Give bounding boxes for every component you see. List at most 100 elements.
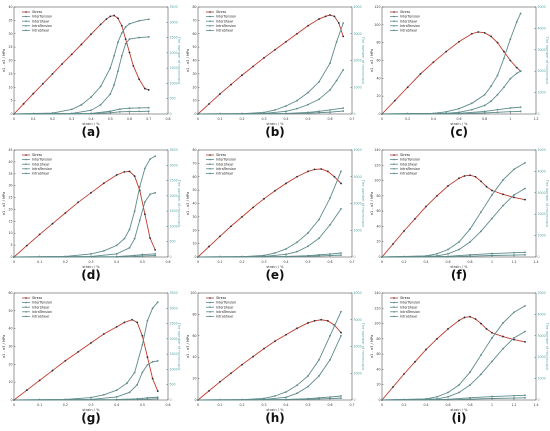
- y-right-tick-label: 5000: [538, 5, 546, 9]
- data-point-intratension: [118, 108, 121, 111]
- series-line-intrashear: [381, 110, 521, 115]
- data-point-intratension: [483, 110, 486, 113]
- data-point-intershear: [340, 207, 342, 210]
- y-left-tick-label: 60: [8, 291, 12, 295]
- data-point-intershear: [491, 360, 493, 363]
- data-point-intrashear: [156, 397, 159, 400]
- data-point-intershear: [296, 250, 298, 253]
- data-point-stress: [120, 24, 123, 27]
- data-point-stress: [496, 41, 499, 44]
- data-point-intratension: [156, 396, 159, 399]
- data-point-stress: [463, 175, 466, 177]
- data-point-intrashear: [141, 255, 144, 257]
- y-left-tick-label: 60: [192, 175, 196, 179]
- data-point-intertension: [307, 232, 309, 234]
- x-tick-label: 0.4: [283, 260, 288, 264]
- legend-label: Stress: [216, 153, 226, 157]
- data-point-stress: [393, 99, 396, 102]
- y-right-tick-label: 1000: [538, 377, 546, 381]
- y-right-tick-label: 0: [538, 255, 540, 259]
- legend-label: InterShear: [216, 305, 234, 309]
- data-point-intertension: [436, 252, 438, 255]
- data-point-intertension: [274, 252, 276, 254]
- x-tick-label: 0.7: [349, 260, 354, 264]
- y-right-tick-label: 2500: [170, 36, 178, 40]
- y-left-tick-label: 10: [8, 85, 12, 89]
- data-point-stress: [329, 14, 331, 16]
- data-point-intertension: [496, 74, 499, 77]
- panel-d: 0 0.1 0.2 0.3 0.4 0.5 0.6051015202530354045050…: [2, 148, 181, 282]
- x-tick-label: 0.6: [327, 403, 332, 407]
- data-point-intertension: [480, 211, 482, 213]
- data-point-intratension: [491, 395, 493, 398]
- data-point-stress: [109, 15, 112, 18]
- y-right-axis-label: The number of microcrack: [361, 179, 365, 228]
- y-left-tick-label: 15: [8, 72, 12, 76]
- legend-label: InterShear: [400, 162, 418, 166]
- data-point-intershear: [447, 395, 449, 398]
- y-right-tick-label: 1000: [538, 234, 546, 238]
- y-left-tick-label: 100: [374, 322, 380, 326]
- series-line-stress: [381, 174, 526, 258]
- x-tick-label: 0.5: [305, 403, 310, 407]
- data-point-stress: [61, 63, 64, 65]
- data-point-intrashear: [128, 110, 131, 113]
- data-point-intershear: [340, 334, 342, 337]
- legend-label: IntraTension: [216, 24, 236, 28]
- legend-label: InterShear: [216, 162, 234, 166]
- data-point-intrashear: [329, 254, 331, 257]
- data-point-stress: [154, 248, 157, 251]
- x-tick-label: 0.5: [305, 260, 310, 264]
- panel-label: (f): [451, 268, 467, 282]
- y-right-tick-label: 2000: [538, 355, 546, 359]
- series-line-stress: [197, 168, 342, 258]
- data-point-stress: [124, 38, 127, 40]
- data-point-intertension: [307, 375, 309, 377]
- data-point-intershear: [307, 103, 309, 106]
- series-line-intershear: [197, 335, 342, 401]
- data-point-stress: [285, 182, 287, 185]
- data-point-stress: [128, 51, 131, 54]
- x-tick-label: 0.7: [349, 403, 354, 407]
- data-point-intertension: [458, 384, 460, 386]
- data-point-intertension: [447, 391, 449, 394]
- panel-b: 0 0.1 0.2 0.3 0.4 0.5 0.6 0.7010203040506070800…: [186, 5, 365, 139]
- data-point-intershear: [458, 391, 460, 394]
- data-point-intertension: [340, 170, 342, 173]
- data-point-intrashear: [109, 111, 112, 114]
- data-point-stress: [509, 59, 512, 62]
- y-right-tick-label: 500: [170, 383, 176, 387]
- y-right-tick-label: 3000: [170, 20, 178, 24]
- legend-marker: [209, 301, 211, 304]
- data-point-intertension: [503, 57, 505, 60]
- data-point-stress: [263, 197, 265, 200]
- data-point-intratension: [513, 251, 515, 254]
- data-point-intershear: [491, 217, 493, 220]
- data-point-stress: [480, 322, 482, 325]
- data-point-intrashear: [307, 255, 309, 258]
- data-point-intertension: [109, 67, 112, 70]
- data-point-stress: [123, 321, 126, 324]
- data-point-stress: [90, 342, 92, 344]
- x-tick-label: 0.1: [31, 117, 36, 121]
- data-point-intertension: [296, 384, 298, 387]
- x-tick-label: 0.2: [401, 403, 406, 407]
- legend-label: InterTension: [32, 301, 52, 305]
- legend-marker: [393, 11, 395, 13]
- data-point-stress: [469, 315, 471, 318]
- data-point-intertension: [469, 371, 471, 374]
- data-point-stress: [38, 379, 41, 382]
- data-point-intertension: [117, 41, 119, 44]
- data-point-stress: [513, 338, 515, 341]
- data-point-stress: [80, 43, 83, 46]
- data-point-intratension: [329, 253, 331, 255]
- y-right-tick-label: 2000: [170, 337, 178, 341]
- data-point-intershear: [285, 110, 287, 113]
- data-point-intrashear: [138, 110, 141, 113]
- y-right-tick-label: 4000: [538, 26, 546, 30]
- data-point-intershear: [146, 363, 149, 366]
- y-left-tick-label: 0: [10, 255, 12, 259]
- data-point-intershear: [329, 358, 331, 361]
- data-point-stress: [296, 175, 298, 178]
